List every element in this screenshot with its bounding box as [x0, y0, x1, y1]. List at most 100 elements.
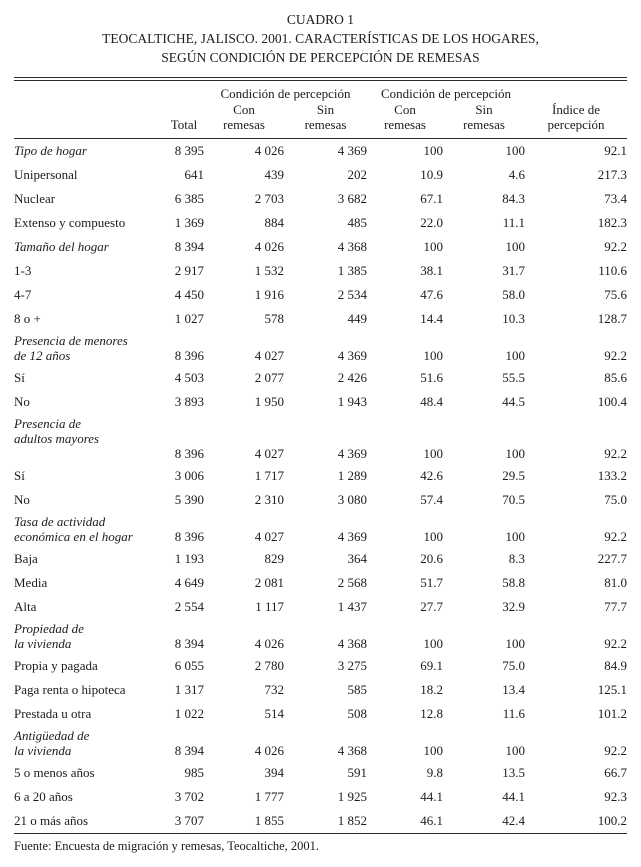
cell-value: 13.4	[502, 682, 525, 697]
cell-value: 10.9	[420, 167, 443, 182]
cell-value: 20.6	[420, 551, 443, 566]
row-label: Tipo de hogar	[14, 143, 87, 158]
cell-value: 2 917	[174, 263, 204, 278]
cell-value: 364	[347, 551, 368, 566]
header-spacer	[525, 79, 627, 101]
row-label: Sí	[14, 468, 25, 483]
cell-value: 100	[423, 529, 444, 544]
cell-value: 4 450	[174, 287, 204, 302]
cell-value: 8 394	[174, 239, 204, 254]
table-row: Paga renta o hipoteca 1 317 732 585 18.2 13.4…	[14, 678, 627, 702]
caption-line2: SEGÚN CONDICIÓN DE PERCEPCIÓN DE REMESAS	[161, 50, 480, 65]
cell-value: 485	[347, 215, 368, 230]
column-header-indice: Índice de percepción	[525, 101, 627, 139]
table-caption: CUADRO 1 TEOCALTICHE, JALISCO. 2001. CAR…	[14, 10, 627, 67]
table-row: Media 4 649 2 081 2 568 51.7 58.8 81.0	[14, 571, 627, 595]
cell-value: 4 368	[337, 743, 367, 758]
cell-value: 84.3	[502, 191, 525, 206]
cell-value: 1 317	[174, 682, 204, 697]
table-row: Tipo de hogar 8 395 4 026 4 369 100 100 92.1	[14, 139, 627, 164]
row-label: Nuclear	[14, 191, 56, 206]
cell-value: 1 717	[254, 468, 284, 483]
cell-value: 100	[505, 636, 526, 651]
table-row: 1-3 2 917 1 532 1 385 38.1 31.7 110.6	[14, 259, 627, 283]
cell-value: 48.4	[420, 394, 443, 409]
table-row: Prestada u otra 1 022 514 508 12.8 11.6 101.2	[14, 702, 627, 726]
cell-value: 84.9	[604, 658, 627, 673]
cell-value: 110.6	[598, 263, 627, 278]
cell-value: 4 368	[337, 636, 367, 651]
cell-value: 4.6	[508, 167, 525, 182]
cell-value: 394	[264, 765, 285, 780]
table-row: Sí 4 503 2 077 2 426 51.6 55.5 85.6	[14, 366, 627, 390]
table-row: Presencia de adultos mayores 8 396 4 027 4…	[14, 414, 627, 464]
cell-value: 58.0	[502, 287, 525, 302]
cell-value: 31.7	[502, 263, 525, 278]
column-header-con-remesas-pct: Con remesas	[367, 101, 443, 139]
cell-value: 1 925	[337, 789, 367, 804]
cell-value: 12.8	[420, 706, 443, 721]
cell-value: 4 026	[254, 636, 284, 651]
header-spacer	[164, 79, 204, 101]
row-label: 8 o +	[14, 311, 41, 326]
cell-value: 46.1	[420, 813, 443, 828]
cell-value: 732	[264, 682, 285, 697]
row-label: Sí	[14, 370, 25, 385]
cell-value: 100	[423, 143, 444, 158]
cell-value: 92.2	[604, 636, 627, 651]
cell-value: 578	[264, 311, 285, 326]
cell-value: 42.4	[502, 813, 525, 828]
cell-value: 92.2	[604, 743, 627, 758]
cell-value: 439	[264, 167, 285, 182]
table-row: Tamaño del hogar 8 394 4 026 4 368 100 100 92.…	[14, 235, 627, 259]
cell-value: 10.3	[502, 311, 525, 326]
cell-value: 2 568	[337, 575, 367, 590]
cell-value: 92.2	[604, 239, 627, 254]
cell-value: 100	[423, 743, 444, 758]
cell-value: 100	[423, 446, 444, 461]
cell-value: 4 027	[254, 348, 284, 363]
cell-value: 4 369	[337, 348, 367, 363]
cell-value: 4 369	[337, 446, 367, 461]
row-label: Baja	[14, 551, 38, 566]
cell-value: 75.6	[604, 287, 627, 302]
row-label: Media	[14, 575, 48, 590]
column-header-sin-remesas: Sin remesas	[284, 101, 367, 139]
cell-value: 77.7	[604, 599, 627, 614]
row-label: Antigüedad de la vivienda	[14, 728, 90, 758]
table-row: Extenso y compuesto 1 369 884 485 22.0 11.1 18…	[14, 211, 627, 235]
cell-value: 449	[347, 311, 368, 326]
cell-value: 4 368	[337, 239, 367, 254]
cell-value: 4 026	[254, 239, 284, 254]
group-header-remesas-pct: Condición de percepción	[381, 86, 511, 101]
row-label: 1-3	[14, 263, 32, 278]
table-row: No 3 893 1 950 1 943 48.4 44.5 100.4	[14, 390, 627, 414]
cell-value: 32.9	[502, 599, 525, 614]
cell-value: 11.6	[502, 706, 525, 721]
cell-value: 4 027	[254, 529, 284, 544]
cell-value: 585	[347, 682, 368, 697]
cell-value: 9.8	[426, 765, 443, 780]
cell-value: 4 649	[174, 575, 204, 590]
row-label: Paga renta o hipoteca	[14, 682, 126, 697]
header-spacer	[14, 79, 164, 101]
cell-value: 73.4	[604, 191, 627, 206]
cell-value: 227.7	[597, 551, 627, 566]
row-label: 4-7	[14, 287, 32, 302]
column-header-row: Total Con remesas Sin remesas Con remesa…	[14, 101, 627, 139]
cell-value: 13.5	[502, 765, 525, 780]
cell-value: 1 950	[254, 394, 284, 409]
cell-value: 38.1	[420, 263, 443, 278]
cell-value: 2 310	[254, 492, 284, 507]
cell-value: 3 707	[174, 813, 204, 828]
table-row: Tasa de actividad económica en el hogar 8…	[14, 512, 627, 547]
cell-value: 100.2	[597, 813, 627, 828]
row-label: No	[14, 492, 30, 507]
cell-value: 3 006	[174, 468, 204, 483]
cell-value: 4 026	[254, 143, 284, 158]
cell-value: 100	[423, 348, 444, 363]
cell-value: 1 385	[337, 263, 367, 278]
cell-value: 2 534	[337, 287, 367, 302]
stat-table: Condición de percepción Condición de per…	[14, 77, 627, 834]
